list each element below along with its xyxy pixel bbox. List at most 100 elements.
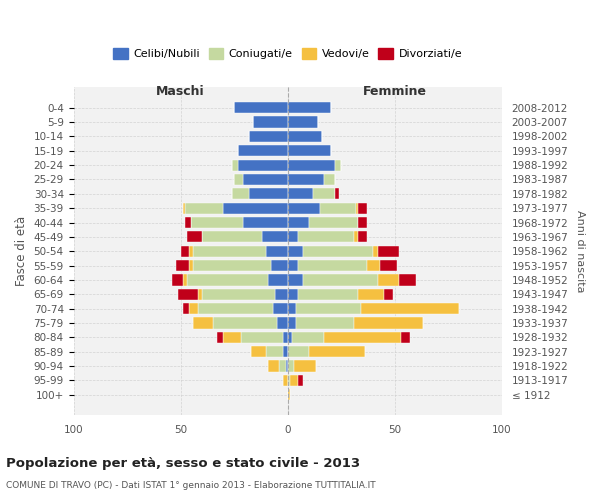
Bar: [185, 202, 223, 214]
Bar: [298, 232, 354, 242]
Bar: [287, 332, 292, 343]
Bar: [243, 174, 287, 185]
Bar: [251, 346, 266, 358]
Bar: [287, 188, 313, 200]
Bar: [335, 188, 339, 200]
Bar: [324, 332, 401, 343]
Bar: [249, 188, 287, 200]
Y-axis label: Anni di nascita: Anni di nascita: [575, 210, 585, 292]
Bar: [287, 174, 324, 185]
Bar: [243, 217, 287, 228]
Bar: [358, 217, 367, 228]
Bar: [189, 303, 198, 314]
Bar: [354, 318, 422, 328]
Bar: [313, 188, 335, 200]
Bar: [249, 131, 287, 142]
Bar: [202, 288, 275, 300]
Bar: [309, 346, 365, 358]
Bar: [287, 202, 320, 214]
Bar: [198, 303, 273, 314]
Bar: [232, 160, 238, 170]
Bar: [198, 288, 202, 300]
Bar: [283, 332, 287, 343]
Bar: [384, 288, 392, 300]
Bar: [296, 318, 354, 328]
Bar: [193, 260, 271, 271]
Bar: [298, 288, 358, 300]
Bar: [283, 375, 287, 386]
Bar: [302, 246, 373, 257]
Bar: [176, 260, 189, 271]
Bar: [298, 260, 367, 271]
Bar: [302, 274, 377, 285]
Bar: [193, 318, 213, 328]
Bar: [213, 318, 277, 328]
Bar: [287, 145, 331, 156]
Bar: [189, 246, 193, 257]
Bar: [241, 332, 283, 343]
Bar: [287, 389, 290, 400]
Bar: [358, 288, 384, 300]
Text: Popolazione per età, sesso e stato civile - 2013: Popolazione per età, sesso e stato civil…: [6, 458, 360, 470]
Bar: [187, 232, 202, 242]
Text: COMUNE DI TRAVO (PC) - Dati ISTAT 1° gennaio 2013 - Elaborazione TUTTITALIA.IT: COMUNE DI TRAVO (PC) - Dati ISTAT 1° gen…: [6, 480, 376, 490]
Bar: [358, 232, 367, 242]
Bar: [223, 202, 287, 214]
Bar: [287, 217, 309, 228]
Bar: [287, 375, 290, 386]
Bar: [287, 360, 294, 372]
Bar: [275, 288, 287, 300]
Bar: [309, 217, 358, 228]
Bar: [181, 246, 189, 257]
Bar: [273, 303, 287, 314]
Text: Femmine: Femmine: [363, 84, 427, 98]
Bar: [287, 318, 296, 328]
Bar: [373, 246, 377, 257]
Bar: [401, 332, 410, 343]
Bar: [287, 274, 302, 285]
Bar: [232, 188, 249, 200]
Bar: [335, 160, 341, 170]
Bar: [183, 274, 187, 285]
Bar: [223, 332, 241, 343]
Y-axis label: Fasce di età: Fasce di età: [15, 216, 28, 286]
Bar: [287, 116, 317, 128]
Bar: [287, 260, 298, 271]
Bar: [279, 360, 286, 372]
Bar: [358, 202, 367, 214]
Bar: [377, 274, 399, 285]
Bar: [217, 332, 223, 343]
Bar: [290, 375, 298, 386]
Bar: [361, 303, 459, 314]
Bar: [367, 260, 380, 271]
Bar: [191, 217, 243, 228]
Bar: [320, 202, 356, 214]
Bar: [189, 260, 193, 271]
Bar: [287, 246, 302, 257]
Bar: [268, 360, 279, 372]
Text: Maschi: Maschi: [156, 84, 205, 98]
Bar: [238, 160, 287, 170]
Bar: [356, 202, 358, 214]
Bar: [183, 303, 189, 314]
Bar: [202, 232, 262, 242]
Bar: [287, 303, 296, 314]
Bar: [271, 260, 287, 271]
Bar: [287, 131, 322, 142]
Bar: [354, 232, 358, 242]
Bar: [287, 288, 298, 300]
Bar: [234, 174, 243, 185]
Bar: [292, 332, 324, 343]
Bar: [377, 246, 399, 257]
Bar: [296, 303, 361, 314]
Bar: [234, 102, 287, 114]
Bar: [238, 145, 287, 156]
Bar: [287, 160, 335, 170]
Bar: [287, 232, 298, 242]
Bar: [380, 260, 397, 271]
Bar: [262, 232, 287, 242]
Bar: [178, 288, 198, 300]
Bar: [185, 217, 191, 228]
Bar: [287, 102, 331, 114]
Legend: Celibi/Nubili, Coniugati/e, Vedovi/e, Divorziati/e: Celibi/Nubili, Coniugati/e, Vedovi/e, Di…: [109, 44, 467, 64]
